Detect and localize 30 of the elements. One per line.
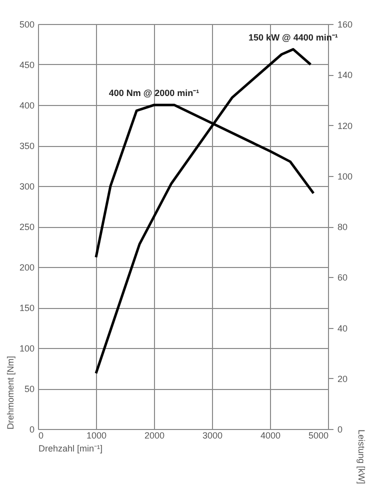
y-tick-label: 200 [19,262,34,272]
x-tick-label: 0 [38,430,44,440]
y2-tick-label: 100 [338,171,353,182]
x-tick-label: 1000 [86,430,107,440]
y2-tick-label: 80 [338,222,348,232]
y-tick-label: 350 [19,141,34,151]
y2-tick-label: 140 [338,70,353,80]
annotation: 400 Nm @ 2000 min⁻¹ [108,88,200,98]
y-tick-label: 150 [19,303,34,313]
annotation: 150 kW @ 4400 min⁻¹ [248,32,338,42]
y-tick-label: 50 [24,384,34,394]
y-axis-title: Drehmoment [Nm] [5,356,16,430]
y2-tick-label: 120 [338,120,353,131]
y2-tick-label: 60 [338,272,348,283]
y-tick-label: 250 [19,222,34,232]
x-axis-title: Drehzahl [min⁻¹] [38,444,103,454]
x-tick-label: 5000 [308,430,328,440]
y-tick-label: 450 [19,60,34,70]
x-tick-label: 3000 [202,430,223,440]
y-tick-label: 100 [19,344,34,354]
x-tick-label: 2000 [144,430,165,440]
y2-tick-label: 160 [338,20,353,30]
y2-tick-label: 40 [338,323,348,334]
line-series [94,48,312,375]
y2-tick-label: 20 [338,374,348,384]
y-tick-label: 400 [19,100,34,110]
y-tick-label: 300 [19,182,34,192]
y-tick-label: 500 [19,20,34,30]
y2-axis-title: Leistung [kW] [356,430,367,484]
x-tick-label: 4000 [260,430,281,440]
